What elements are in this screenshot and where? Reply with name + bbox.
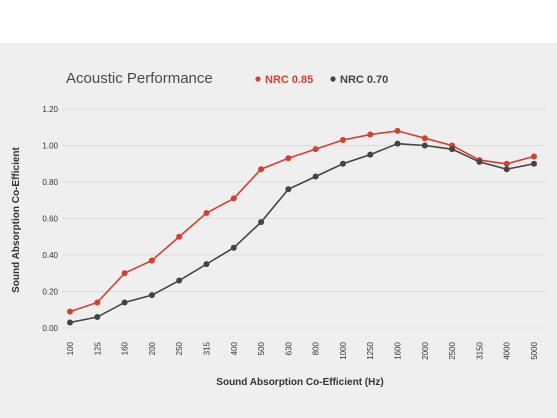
data-point <box>367 151 374 158</box>
data-point <box>421 142 428 149</box>
x-tick-label: 2500 <box>448 341 457 359</box>
data-point <box>394 140 401 147</box>
series-layer <box>67 127 537 326</box>
chart-title: Acoustic Performance <box>66 70 213 87</box>
legend: NRC 0.85 NRC 0.70 <box>255 74 388 86</box>
chart-panel <box>0 43 557 418</box>
legend-item: NRC 0.85 <box>255 74 313 86</box>
y-tick-label: 0.80 <box>42 178 58 187</box>
x-tick-label: 200 <box>148 341 157 355</box>
data-point <box>121 270 128 277</box>
data-point <box>121 299 128 306</box>
x-tick-label: 1600 <box>394 341 403 359</box>
data-point <box>367 131 374 138</box>
grid-lines <box>62 108 546 329</box>
data-point <box>230 244 237 251</box>
x-tick-label: 500 <box>257 341 266 355</box>
legend-marker <box>330 76 336 82</box>
y-tick-label: 0.20 <box>42 288 58 297</box>
x-tick-label: 160 <box>121 341 130 355</box>
data-point <box>339 137 346 144</box>
data-point <box>503 160 510 167</box>
data-point <box>312 146 319 153</box>
data-point <box>148 257 155 264</box>
x-axis-label: Sound Absorption Co-Efficient (Hz) <box>216 377 383 388</box>
data-point <box>421 135 428 142</box>
x-tick-label: 2000 <box>421 341 430 359</box>
y-tick-label: 1.20 <box>42 105 58 114</box>
data-point <box>285 186 292 193</box>
series-0 <box>67 127 537 315</box>
x-tick-label: 1250 <box>366 341 375 359</box>
legend-marker <box>255 76 261 82</box>
x-tick-label: 400 <box>230 341 239 355</box>
x-tick-label: 250 <box>175 341 184 355</box>
data-point <box>94 299 101 306</box>
series-1 <box>67 140 537 326</box>
legend-label: NRC 0.85 <box>265 74 313 86</box>
x-tick-label: 315 <box>202 341 211 355</box>
x-tick-label: 3150 <box>475 341 484 359</box>
data-point <box>285 155 292 162</box>
data-point <box>339 160 346 167</box>
x-tick-label: 125 <box>93 341 102 355</box>
y-tick-label: 1.00 <box>42 142 58 151</box>
data-point <box>531 160 537 167</box>
data-point <box>67 308 73 315</box>
data-point <box>203 210 210 217</box>
y-tick-label: 0.00 <box>42 324 58 333</box>
data-point <box>203 261 210 268</box>
y-axis-label: Sound Absorption Co-Efficient <box>11 146 22 292</box>
series-line <box>69 130 535 313</box>
data-point <box>176 277 183 284</box>
legend-item: NRC 0.70 <box>330 74 388 86</box>
x-tick-label: 630 <box>284 341 293 355</box>
x-tick-label: 800 <box>312 341 321 355</box>
x-tick-label: 4000 <box>503 341 512 359</box>
x-tick-label: 5000 <box>530 341 539 359</box>
data-point <box>148 292 155 299</box>
y-tick-label: 0.40 <box>42 251 58 260</box>
data-point <box>312 173 319 180</box>
series-line <box>69 142 535 324</box>
data-point <box>258 166 265 173</box>
data-point <box>503 166 510 173</box>
data-point <box>94 314 101 321</box>
y-tick-label: 0.60 <box>42 215 58 224</box>
x-tick-label: 1000 <box>339 341 348 359</box>
x-tick-label: 100 <box>66 341 75 355</box>
data-point <box>176 233 183 240</box>
data-point <box>67 319 73 326</box>
data-point <box>230 195 237 202</box>
data-point <box>394 127 401 134</box>
axes: 0.00 0.20 0.40 0.60 0.80 1.00 1.20 100 125 160 200… <box>42 105 539 360</box>
data-point <box>531 153 537 160</box>
data-point <box>258 219 265 226</box>
legend-label: NRC 0.70 <box>340 74 388 86</box>
data-point <box>449 146 456 153</box>
data-point <box>476 158 483 165</box>
